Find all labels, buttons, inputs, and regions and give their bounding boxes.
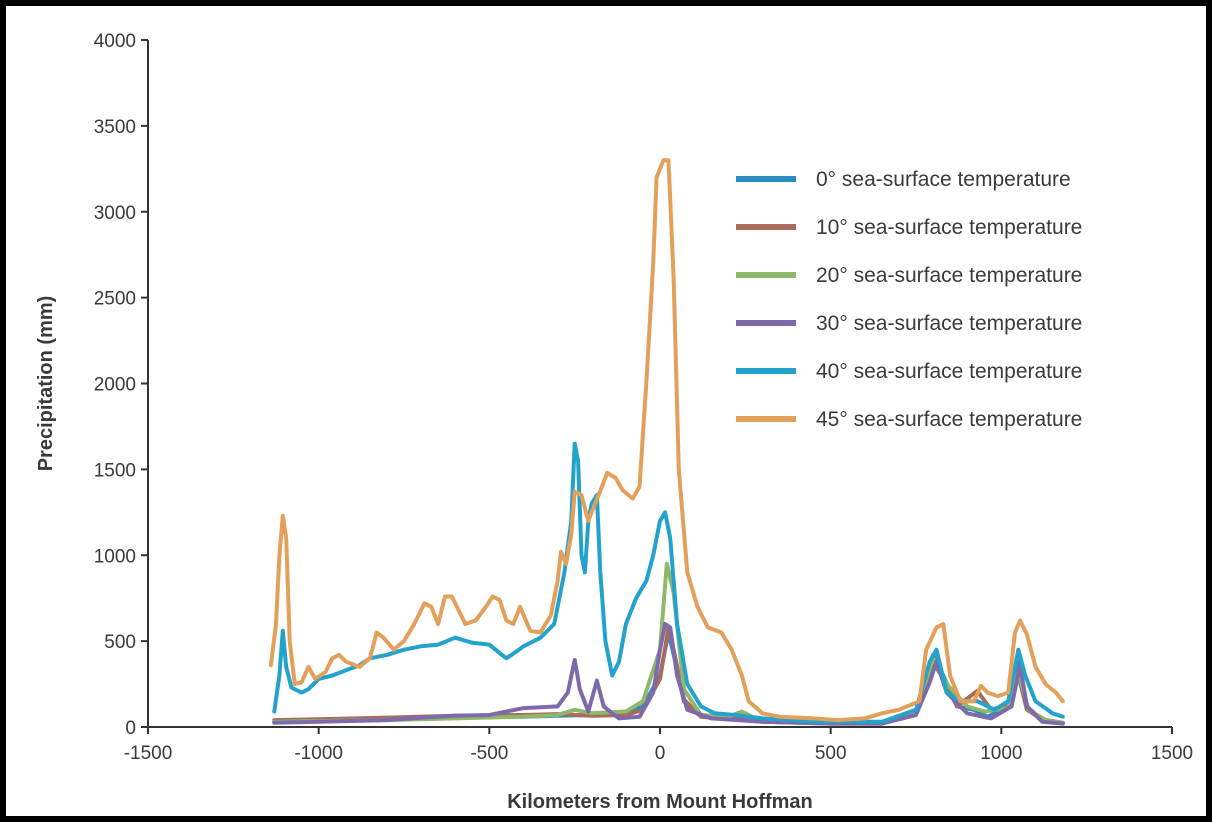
x-tick-label: 1500 [1151, 743, 1193, 764]
legend-label-0: 0° sea-surface temperature [816, 168, 1071, 191]
y-tick-label: 1500 [94, 460, 136, 481]
chart-frame: -1500 -1000 -500 0 500 1000 1500 0 500 1000 1500 2… [6, 6, 1206, 816]
x-tick-label: 1000 [980, 743, 1022, 764]
series-line-4 [272, 441, 1065, 724]
series-line-2 [272, 561, 1065, 725]
y-tick-label: 3500 [94, 117, 136, 138]
y-tick-label: 2500 [94, 289, 136, 310]
y-axis-title: Precipitation (mm) [35, 296, 57, 472]
y-tick-label: 3000 [94, 203, 136, 224]
legend-label-1: 10° sea-surface temperature [816, 216, 1082, 239]
series-lines [268, 158, 1065, 726]
y-tick-label: 1000 [94, 546, 136, 567]
series-line-3 [272, 622, 1065, 726]
precipitation-line-chart: -1500 -1000 -500 0 500 1000 1500 0 500 1000 1500 2… [35, 31, 1193, 813]
legend-label-5: 45° sea-surface temperature [816, 408, 1082, 431]
x-tick-label: -500 [470, 743, 508, 764]
legend-label-2: 20° sea-surface temperature [816, 264, 1082, 287]
y-tick-label: 0 [125, 718, 136, 739]
y-axis-ticks: 0 500 1000 1500 2000 2500 3000 3500 4000 [94, 31, 148, 739]
x-axis-ticks: -1500 -1000 -500 0 500 1000 1500 [124, 727, 1193, 764]
y-tick-label: 2000 [94, 375, 136, 396]
legend-label-4: 40° sea-surface temperature [816, 360, 1082, 383]
x-tick-label: -1000 [294, 743, 343, 764]
x-tick-label: -1500 [124, 743, 173, 764]
legend-label-3: 30° sea-surface temperature [816, 312, 1082, 335]
x-tick-label: 0 [655, 743, 666, 764]
series-line-5 [268, 158, 1065, 723]
legend: 0° sea-surface temperature 10° sea-surfac… [736, 168, 1082, 431]
x-axis-title: Kilometers from Mount Hoffman [507, 791, 813, 813]
y-tick-label: 4000 [94, 31, 136, 52]
x-tick-label: 500 [815, 743, 847, 764]
y-tick-label: 500 [104, 632, 136, 653]
